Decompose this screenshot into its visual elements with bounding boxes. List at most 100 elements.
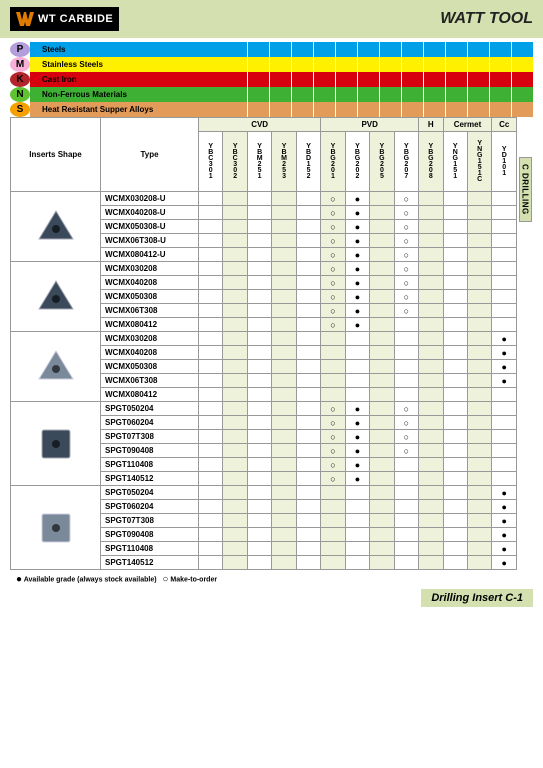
grade-cell: ●: [345, 402, 369, 416]
grade-cell: ○: [321, 262, 345, 276]
grade-cell: [394, 528, 418, 542]
grade-cell: [199, 276, 223, 290]
grade-cell: [394, 472, 418, 486]
material-code: S: [10, 102, 30, 117]
grade-cell: [467, 472, 491, 486]
grade-cell: [467, 304, 491, 318]
grade-cell: ●: [345, 458, 369, 472]
grade-code: YBD152: [305, 143, 312, 179]
grade-cell: ●: [345, 304, 369, 318]
grade-cell: [321, 556, 345, 570]
material-code: M: [10, 57, 30, 72]
grade-cell: [247, 332, 271, 346]
grade-cell: [370, 374, 394, 388]
grade-code: YBM253: [281, 143, 288, 179]
insert-type: WCMX040208: [101, 346, 199, 360]
grade-cell: [247, 262, 271, 276]
grade-cell: [247, 304, 271, 318]
insert-type: WCMX050308-U: [101, 220, 199, 234]
grade-cell: [272, 402, 296, 416]
grade-cell: [492, 304, 517, 318]
grade-cell: [247, 234, 271, 248]
material-row: KCast Iron: [10, 72, 533, 87]
material-name: Steels: [30, 42, 247, 57]
grade-cell: ○: [394, 206, 418, 220]
grade-cell: [272, 346, 296, 360]
grade-cell: [199, 528, 223, 542]
grade-cell: [394, 332, 418, 346]
grade-cell: [419, 388, 443, 402]
grade-cell: [272, 192, 296, 206]
grade-cell: [199, 346, 223, 360]
grade-cell: [247, 416, 271, 430]
grade-cell: [467, 444, 491, 458]
grade-code: YD101: [501, 146, 508, 176]
col-header-shape: Inserts Shape: [11, 118, 101, 192]
grade-cell: [419, 304, 443, 318]
grade-cell: [467, 556, 491, 570]
grade-cell: [394, 458, 418, 472]
grade-cell: [223, 472, 247, 486]
grade-cell: ●: [345, 290, 369, 304]
grade-cell: [223, 374, 247, 388]
grade-cell: [247, 248, 271, 262]
grade-cell: [467, 500, 491, 514]
grade-cell: ●: [345, 248, 369, 262]
grade-cell: [272, 430, 296, 444]
grade-cell: [443, 430, 467, 444]
grade-cell: [199, 220, 223, 234]
grade-cell: ●: [492, 528, 517, 542]
grade-cell: [247, 192, 271, 206]
grade-cell: [419, 234, 443, 248]
grade-cell: [321, 388, 345, 402]
grade-cell: [321, 332, 345, 346]
grade-header: YBG207: [394, 132, 418, 192]
grade-cell: [419, 262, 443, 276]
insert-type: WCMX030208: [101, 332, 199, 346]
grade-cell: [443, 500, 467, 514]
grade-cell: [467, 374, 491, 388]
grade-cell: [247, 500, 271, 514]
grade-cell: [247, 346, 271, 360]
grade-cell: [247, 402, 271, 416]
grade-cell: [199, 374, 223, 388]
grade-cell: [247, 220, 271, 234]
grade-cell: [467, 388, 491, 402]
grade-cell: [199, 318, 223, 332]
grade-cell: [443, 402, 467, 416]
grade-cell: [321, 500, 345, 514]
grade-cell: [419, 192, 443, 206]
grade-header: YBC301: [199, 132, 223, 192]
grade-cell: ○: [321, 430, 345, 444]
grade-cell: [443, 262, 467, 276]
grade-cell: ○: [321, 220, 345, 234]
grade-cell: [296, 388, 320, 402]
header-band: WT CARBIDE WATT TOOL: [0, 0, 543, 38]
grade-cell: [272, 542, 296, 556]
grade-cell: [443, 346, 467, 360]
grade-cell: [247, 472, 271, 486]
grade-cell: [467, 430, 491, 444]
material-code: N: [10, 87, 30, 102]
grade-cell: [272, 234, 296, 248]
grade-cell: [370, 486, 394, 500]
grade-cell: [370, 234, 394, 248]
grade-cell: [467, 458, 491, 472]
grade-code: YBG207: [403, 143, 410, 179]
grade-cell: [223, 416, 247, 430]
insert-type: SPGT110408: [101, 542, 199, 556]
grade-cell: [370, 262, 394, 276]
grade-cell: [223, 318, 247, 332]
grade-cell: [419, 346, 443, 360]
grade-cell: [370, 416, 394, 430]
grade-cell: [492, 192, 517, 206]
grade-cell: [345, 514, 369, 528]
grade-cell: [419, 374, 443, 388]
grade-cell: [370, 402, 394, 416]
material-name: Cast Iron: [30, 72, 247, 87]
grade-cell: [443, 290, 467, 304]
grade-cell: [419, 402, 443, 416]
grade-cell: [443, 206, 467, 220]
grade-cell: [223, 542, 247, 556]
grade-cell: [419, 430, 443, 444]
